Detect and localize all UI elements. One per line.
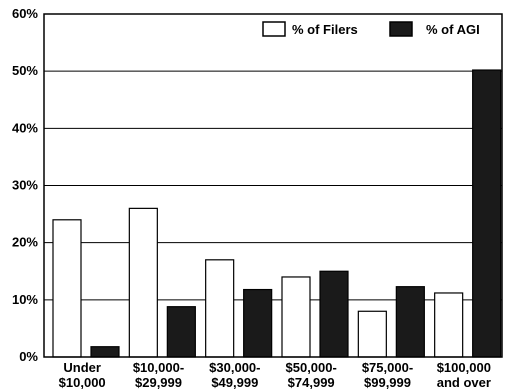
- legend-label-filers: % of Filers: [292, 22, 358, 37]
- bar-filers: [281, 276, 311, 358]
- bar-agi: [90, 346, 120, 358]
- bar-agi: [472, 69, 502, 358]
- x-category-label: $30,000-: [209, 360, 260, 375]
- legend-swatch-agi: [389, 21, 413, 37]
- x-category-label: $100,000: [437, 360, 491, 375]
- legend-swatch-filers: [262, 21, 286, 37]
- bar-agi: [166, 306, 196, 358]
- bar-agi: [243, 288, 273, 358]
- bar-filers: [434, 292, 464, 358]
- y-tick-label: 60%: [12, 6, 38, 21]
- y-tick-label: 40%: [12, 120, 38, 135]
- x-category-label: $10,000: [59, 375, 106, 390]
- y-axis-ticks: 0% 10% 20% 30% 40% 50% 60%: [12, 6, 38, 364]
- bars: [52, 69, 502, 358]
- y-tick-label: 50%: [12, 63, 38, 78]
- bar-filers: [52, 219, 82, 358]
- y-tick-label: 0%: [19, 349, 38, 364]
- bar-agi: [319, 270, 349, 358]
- gridlines: [44, 70, 502, 301]
- bar-filers: [128, 207, 158, 358]
- legend-label-agi: % of AGI: [426, 22, 480, 37]
- x-category-label: $49,999: [211, 375, 258, 390]
- y-tick-label: 30%: [12, 178, 38, 193]
- x-category-label: $74,999: [288, 375, 335, 390]
- plot-border: [43, 13, 503, 358]
- x-axis-categories: Under$10,000 $10,000-$29,999 $30,000-$49,9…: [59, 360, 491, 390]
- bar-filers: [357, 310, 387, 358]
- x-category-label: Under: [63, 360, 101, 375]
- bar-filers: [205, 259, 235, 358]
- x-category-label: $75,000-: [362, 360, 413, 375]
- x-category-label: $10,000-: [133, 360, 184, 375]
- x-category-label: $99,999: [364, 375, 411, 390]
- x-category-label: $50,000-: [286, 360, 337, 375]
- x-category-label: and over: [437, 375, 491, 390]
- y-tick-label: 20%: [12, 235, 38, 250]
- x-category-label: $29,999: [135, 375, 182, 390]
- y-tick-label: 10%: [12, 292, 38, 307]
- bar-agi: [395, 286, 425, 358]
- legend: % of Filers % of AGI: [262, 21, 480, 37]
